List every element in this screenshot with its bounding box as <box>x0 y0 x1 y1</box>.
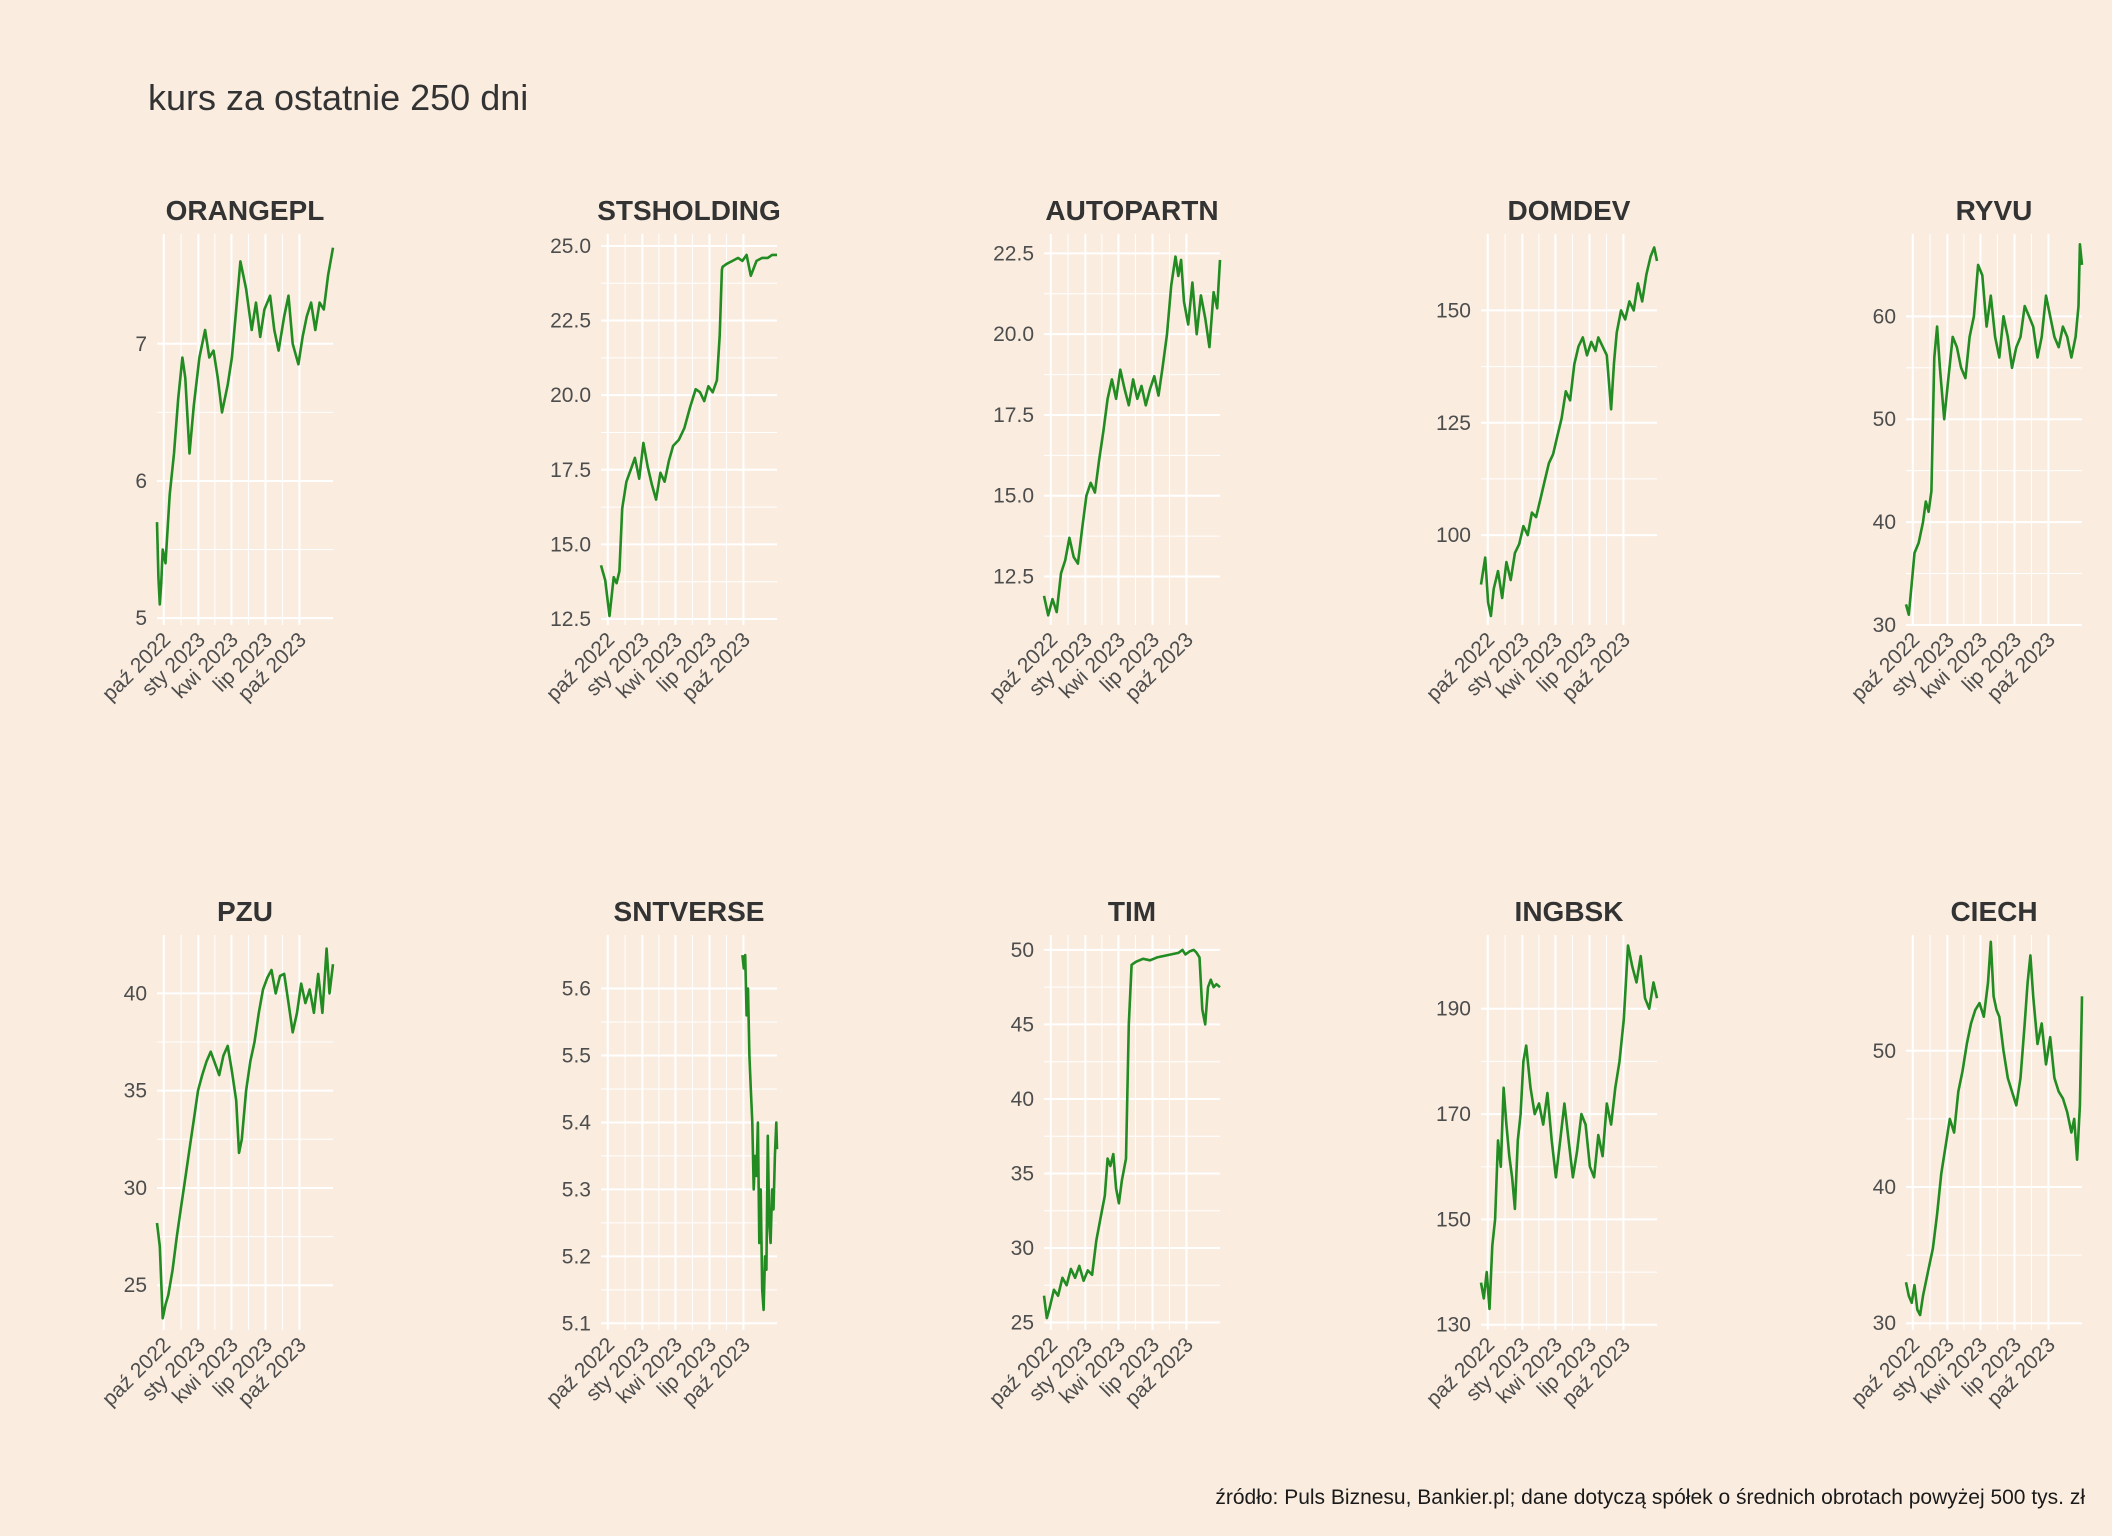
price-line <box>1042 948 1221 1320</box>
panel-title: AUTOPARTN <box>1045 195 1218 226</box>
panel-title: ORANGEPL <box>166 195 325 226</box>
minor-gridlines <box>1044 234 1220 625</box>
price-line <box>1904 940 2084 1317</box>
y-tick-label: 5.1 <box>562 1312 591 1335</box>
minor-gridlines <box>1044 935 1220 1330</box>
y-tick-label: 12.5 <box>550 608 591 631</box>
y-tick-label: 25.0 <box>550 235 591 258</box>
y-tick-label: 40 <box>1873 511 1896 534</box>
y-tick-label: 35 <box>124 1080 147 1103</box>
y-tick-label: 12.5 <box>993 566 1034 589</box>
y-tick-label: 50 <box>1011 939 1034 962</box>
y-tick-label: 40 <box>1873 1176 1896 1199</box>
y-tick-label: 40 <box>1011 1088 1034 1111</box>
y-tick-label: 30 <box>1873 1312 1896 1335</box>
y-tick-label: 20.0 <box>993 323 1034 346</box>
y-tick-label: 17.5 <box>993 404 1034 427</box>
panel-title: TIM <box>1108 896 1156 927</box>
panel-title: SNTVERSE <box>614 896 765 927</box>
y-tick-label: 30 <box>124 1177 147 1200</box>
y-tick-label: 6 <box>135 470 147 493</box>
minor-gridlines <box>601 935 777 1330</box>
y-tick-label: 5.3 <box>562 1178 591 1201</box>
price-line <box>1479 246 1659 618</box>
y-tick-label: 150 <box>1436 299 1471 322</box>
minor-gridlines <box>1481 234 1657 625</box>
y-tick-label: 25 <box>1011 1312 1034 1335</box>
y-tick-label: 35 <box>1011 1162 1034 1185</box>
price-line <box>155 947 335 1320</box>
price-line <box>155 247 335 606</box>
y-tick-label: 22.5 <box>550 310 591 333</box>
price-line <box>1042 255 1222 617</box>
y-tick-label: 5 <box>135 607 147 630</box>
y-tick-label: 190 <box>1436 998 1471 1021</box>
y-tick-label: 25 <box>124 1274 147 1297</box>
y-tick-label: 50 <box>1873 1040 1896 1063</box>
price-line <box>599 253 777 618</box>
y-tick-label: 30 <box>1873 614 1896 637</box>
y-tick-label: 40 <box>124 982 147 1005</box>
panel-title: DOMDEV <box>1508 195 1631 226</box>
y-tick-label: 22.5 <box>993 242 1034 265</box>
y-tick-label: 5.4 <box>562 1111 592 1134</box>
panel-title: PZU <box>217 896 273 927</box>
y-tick-label: 125 <box>1436 412 1471 435</box>
y-tick-label: 150 <box>1436 1208 1471 1231</box>
y-tick-label: 100 <box>1436 524 1471 547</box>
y-tick-label: 45 <box>1011 1013 1034 1036</box>
minor-gridlines <box>157 935 333 1330</box>
price-line <box>1479 944 1659 1311</box>
y-tick-label: 170 <box>1436 1103 1471 1126</box>
minor-gridlines <box>1906 234 2082 625</box>
panel-title: RYVU <box>1956 195 2033 226</box>
y-tick-label: 5.2 <box>562 1245 591 1268</box>
page-title: kurs za ostatnie 250 dni <box>148 77 528 118</box>
y-tick-label: 30 <box>1011 1237 1034 1260</box>
minor-gridlines <box>601 234 777 625</box>
y-tick-label: 60 <box>1873 305 1896 328</box>
panel-title: INGBSK <box>1515 896 1624 927</box>
price-line <box>1904 243 2084 617</box>
y-tick-label: 17.5 <box>550 459 591 482</box>
minor-gridlines <box>1906 935 2082 1330</box>
y-tick-label: 15.0 <box>993 485 1034 508</box>
y-tick-label: 20.0 <box>550 384 591 407</box>
y-tick-label: 7 <box>135 333 147 356</box>
y-tick-label: 5.6 <box>562 978 591 1001</box>
panel-title: STSHOLDING <box>597 195 781 226</box>
y-tick-label: 15.0 <box>550 533 591 556</box>
price-line <box>741 953 779 1312</box>
panel-title: CIECH <box>1950 896 2037 927</box>
y-tick-label: 130 <box>1436 1314 1471 1337</box>
y-tick-label: 5.5 <box>562 1045 591 1068</box>
y-tick-label: 50 <box>1873 408 1896 431</box>
source-caption: źródło: Puls Biznesu, Bankier.pl; dane d… <box>1215 1486 2085 1509</box>
